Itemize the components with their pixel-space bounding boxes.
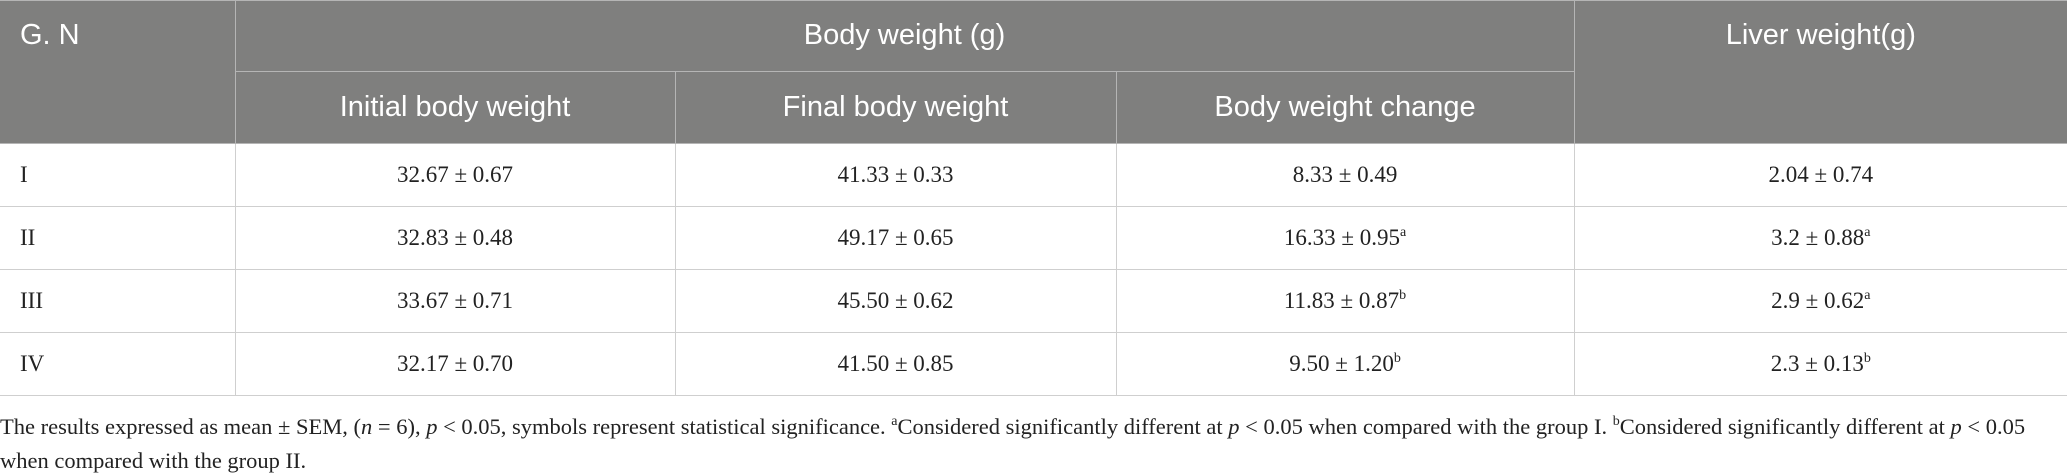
cell-value: 33.67 ± 0.71 (396, 288, 514, 313)
cell-value: 32.67 ± 0.67 (396, 162, 514, 187)
table-row: I 32.67 ± 0.67 41.33 ± 0.33 8.33 ± 0.49 2.04… (0, 143, 2067, 207)
cell-value: 41.50 ± 0.85 (837, 351, 954, 376)
cell-value: 32.83 ± 0.48 (396, 225, 514, 250)
group-header: G. N (0, 0, 236, 144)
table-cell: 3.2 ± 0.88a (1573, 206, 2067, 270)
table-cell: 32.17 ± 0.70 (234, 332, 676, 396)
table-cell: 41.50 ± 0.85 (674, 332, 1117, 396)
cell-value: 3.2 ± 0.88 (1771, 225, 1865, 250)
footnote-text: < 0.05 when compared with the group I. (1239, 414, 1613, 439)
sub-header: Final body weight (674, 71, 1117, 144)
table-cell: 2.3 ± 0.13b (1573, 332, 2067, 396)
table-cell: 2.9 ± 0.62a (1573, 269, 2067, 333)
sub-header: Body weight change (1115, 71, 1575, 144)
footnote-text: b (1612, 414, 1620, 429)
table-cell: IV (0, 332, 236, 396)
table-cell: 32.67 ± 0.67 (234, 143, 676, 207)
footnote-text: < 0.05 when compared with the group II. (0, 414, 2026, 473)
table-cell: 33.67 ± 0.71 (234, 269, 676, 333)
cell-superscript: b (1399, 288, 1407, 303)
footnote-text: < 0.05, symbols represent statistical si… (437, 414, 892, 439)
table-cell: I (0, 143, 236, 207)
footnote-text: p (1950, 414, 1962, 439)
cell-value: 45.50 ± 0.62 (837, 288, 954, 313)
table-row: IV 32.17 ± 0.70 41.50 ± 0.85 9.50 ± 1.20b 2.… (0, 332, 2067, 396)
table-row: II 32.83 ± 0.48 49.17 ± 0.65 16.33 ± 0.95a 3… (0, 206, 2067, 270)
footnote-text: The results expressed as mean ± SEM, ( (0, 414, 362, 439)
data-table: G. N Body weight (g) Liver weight(g) Ini… (0, 0, 2067, 396)
footnote-text: n (361, 414, 373, 439)
cell-value: 8.33 ± 0.49 (1292, 162, 1398, 187)
table-cell: 2.04 ± 0.74 (1573, 143, 2067, 207)
liver-weight-header: Liver weight(g) (1573, 0, 2067, 144)
table-cell: 32.83 ± 0.48 (234, 206, 676, 270)
cell-value: 49.17 ± 0.65 (837, 225, 954, 250)
footnote-text: Considered significantly different at (897, 414, 1229, 439)
table-cell: II (0, 206, 236, 270)
footnote: The results expressed as mean ± SEM, (n … (0, 410, 2067, 476)
table-cell: 16.33 ± 0.95a (1115, 206, 1575, 270)
table-cell: 41.33 ± 0.33 (674, 143, 1117, 207)
table-cell: 49.17 ± 0.65 (674, 206, 1117, 270)
table-cell: III (0, 269, 236, 333)
cell-value: 2.9 ± 0.62 (1771, 288, 1865, 313)
table-cell: 11.83 ± 0.87b (1115, 269, 1575, 333)
footnote-text: p (1228, 414, 1240, 439)
cell-value: 41.33 ± 0.33 (837, 162, 954, 187)
table-row: III 33.67 ± 0.71 45.50 ± 0.62 11.83 ± 0.87b… (0, 269, 2067, 333)
footnote-text: p (426, 414, 438, 439)
cell-value: 16.33 ± 0.95 (1283, 225, 1400, 250)
cell-value: 11.83 ± 0.87 (1283, 288, 1400, 313)
cell-superscript: a (1864, 288, 1871, 303)
cell-value: 2.04 ± 0.74 (1768, 162, 1874, 187)
body-weight-header: Body weight (g) (234, 0, 1575, 72)
cell-superscript: a (1864, 225, 1871, 240)
sub-header: Initial body weight (235, 71, 676, 144)
cell-value: III (20, 288, 43, 313)
footnote-text: = 6), (372, 414, 427, 439)
table-cell: 8.33 ± 0.49 (1115, 143, 1575, 207)
footnote-text: Considered significantly different at (1619, 414, 1951, 439)
cell-superscript: b (1393, 351, 1401, 366)
cell-value: I (20, 162, 28, 187)
table-cell: 9.50 ± 1.20b (1115, 332, 1575, 396)
table-cell: 45.50 ± 0.62 (674, 269, 1117, 333)
cell-value: II (20, 225, 36, 250)
cell-superscript: a (1399, 225, 1407, 240)
footnote-text: a (891, 414, 898, 429)
cell-value: IV (20, 351, 45, 376)
cell-value: 32.17 ± 0.70 (396, 351, 514, 376)
cell-value: 9.50 ± 1.20 (1289, 351, 1394, 376)
cell-value: 2.3 ± 0.13 (1770, 351, 1864, 376)
cell-superscript: b (1863, 351, 1871, 366)
